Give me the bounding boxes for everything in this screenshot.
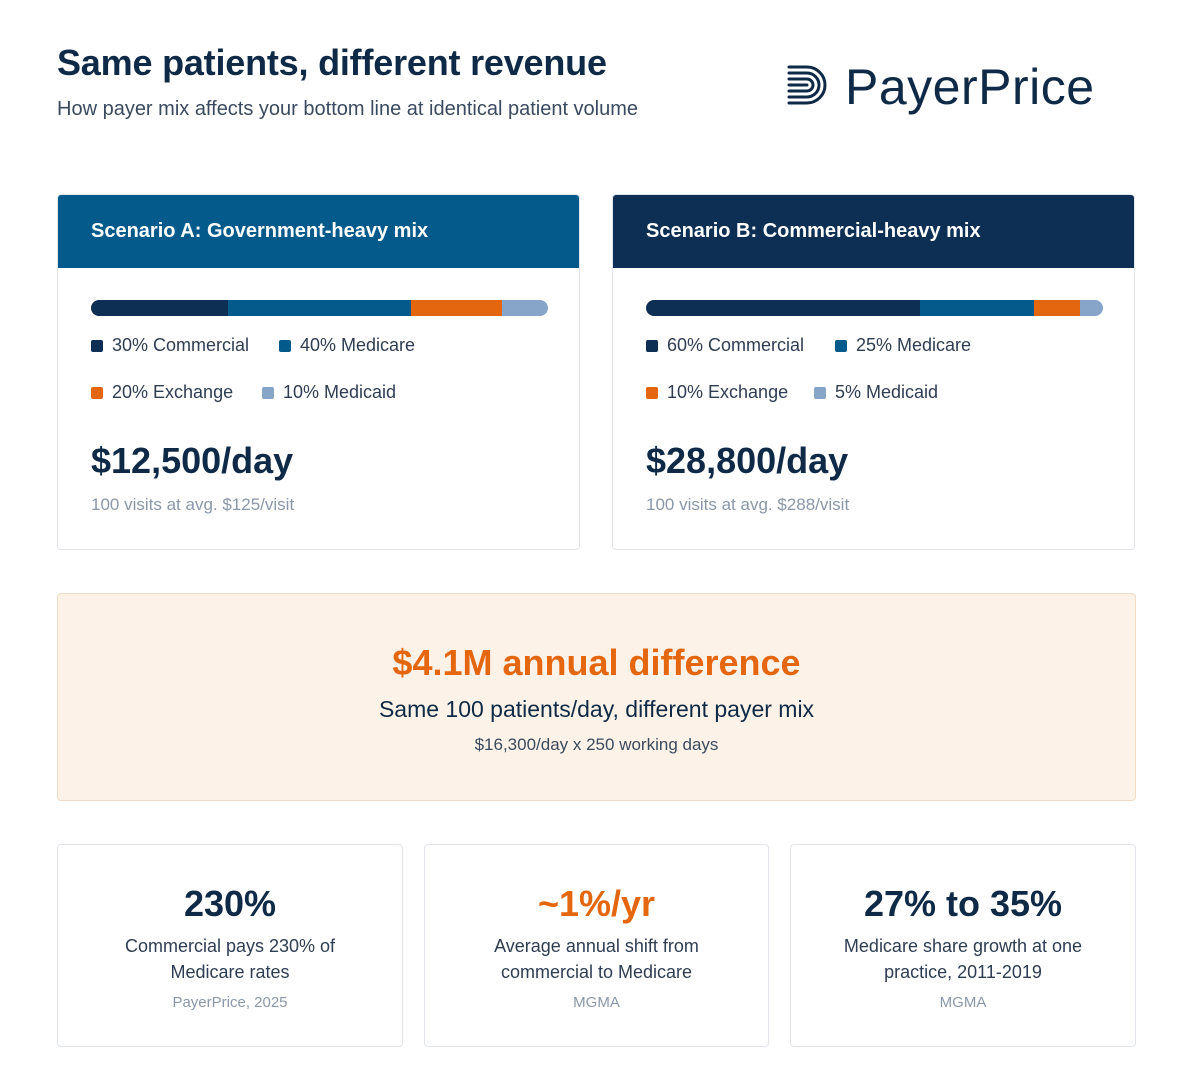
annual-difference-callout: $4.1M annual difference Same 100 patient…: [57, 593, 1136, 801]
stat-description: Commercial pays 230% of Medicare rates: [124, 936, 336, 982]
legend-item-commercial: 60% Commercial: [646, 335, 804, 356]
legend-label: 10% Medicaid: [283, 382, 397, 402]
stat-description: Medicare share growth at one practice, 2…: [843, 936, 1083, 982]
bar-segment-medicaid: [1080, 300, 1103, 316]
stat-card: 230% Commercial pays 230% of Medicare ra…: [57, 844, 403, 1047]
bar-segment-medicare: [228, 300, 411, 316]
stat-value: ~1%/yr: [537, 883, 656, 924]
legend-label: 60% Commercial: [667, 335, 805, 355]
difference-subtitle: Same 100 patients/day, different payer m…: [378, 696, 815, 722]
legend-item-exchange: 20% Exchange: [91, 382, 233, 403]
scenario-a-title: Scenario A: Government-heavy mix: [58, 195, 579, 268]
legend-label: 40% Medicare: [300, 335, 416, 355]
stat-source: MGMA: [573, 994, 620, 1011]
scenario-b-title: Scenario B: Commercial-heavy mix: [613, 195, 1134, 268]
legend-item-commercial: 30% Commercial: [91, 335, 249, 356]
stat-value: 27% to 35%: [863, 883, 1063, 924]
scenario-b-note: 100 visits at avg. $288/visit: [646, 495, 850, 514]
bar-segment-medicare: [920, 300, 1035, 316]
legend-swatch: [646, 339, 658, 352]
stat-source: MGMA: [939, 994, 987, 1011]
payerprice-logo-icon: [787, 65, 827, 105]
stat-card: 27% to 35% Medicare share growth at one …: [790, 844, 1136, 1047]
page-title: Same patients, different revenue: [57, 42, 607, 83]
legend-item-medicaid: 5% Medicaid: [814, 382, 938, 403]
legend-label: 20% Exchange: [112, 382, 234, 402]
difference-title: $4.1M annual difference: [392, 642, 801, 683]
scenario-b-mix-bar: [646, 300, 1103, 316]
stat-card: ~1%/yr Average annual shift from commerc…: [424, 844, 769, 1047]
bar-segment-commercial: [646, 300, 921, 316]
legend-swatch: [91, 339, 103, 352]
logo: PayerPrice: [787, 59, 1147, 120]
legend-swatch: [646, 386, 658, 399]
legend-label: 5% Medicaid: [835, 382, 939, 402]
bar-segment-exchange: [1034, 300, 1081, 316]
legend-swatch: [814, 386, 826, 399]
scenario-b-amount: $28,800/day: [646, 440, 849, 481]
scenario-b-card: Scenario B: Commercial-heavy mix 60% Com…: [612, 194, 1135, 550]
scenario-a-card: Scenario A: Government-heavy mix 30% Com…: [57, 194, 580, 550]
stat-source: PayerPrice, 2025: [172, 994, 288, 1011]
logo-text: PayerPrice: [845, 59, 1095, 115]
legend-item-medicare: 40% Medicare: [279, 335, 415, 356]
legend-swatch: [91, 386, 103, 399]
legend-item-medicare: 25% Medicare: [835, 335, 971, 356]
difference-note: $16,300/day x 250 working days: [474, 735, 719, 754]
legend-item-medicaid: 10% Medicaid: [262, 382, 396, 403]
legend-label: 25% Medicare: [856, 335, 972, 355]
stat-description: Average annual shift from commercial to …: [494, 936, 699, 982]
scenario-a-amount: $12,500/day: [91, 440, 294, 481]
bar-segment-medicaid: [502, 300, 548, 316]
bar-segment-commercial: [91, 300, 229, 316]
stat-value: 230%: [183, 883, 277, 924]
legend-swatch: [279, 339, 291, 352]
legend-label: 10% Exchange: [667, 382, 789, 402]
scenario-a-note: 100 visits at avg. $125/visit: [91, 495, 295, 514]
page-subtitle: How payer mix affects your bottom line a…: [57, 98, 639, 120]
legend-swatch: [835, 339, 847, 352]
header: Same patients, different revenue How pay…: [57, 40, 1143, 140]
bar-segment-exchange: [410, 300, 503, 316]
scenario-a-mix-bar: [91, 300, 548, 316]
legend-label: 30% Commercial: [112, 335, 250, 355]
legend-item-exchange: 10% Exchange: [646, 382, 788, 403]
legend-swatch: [262, 386, 274, 399]
